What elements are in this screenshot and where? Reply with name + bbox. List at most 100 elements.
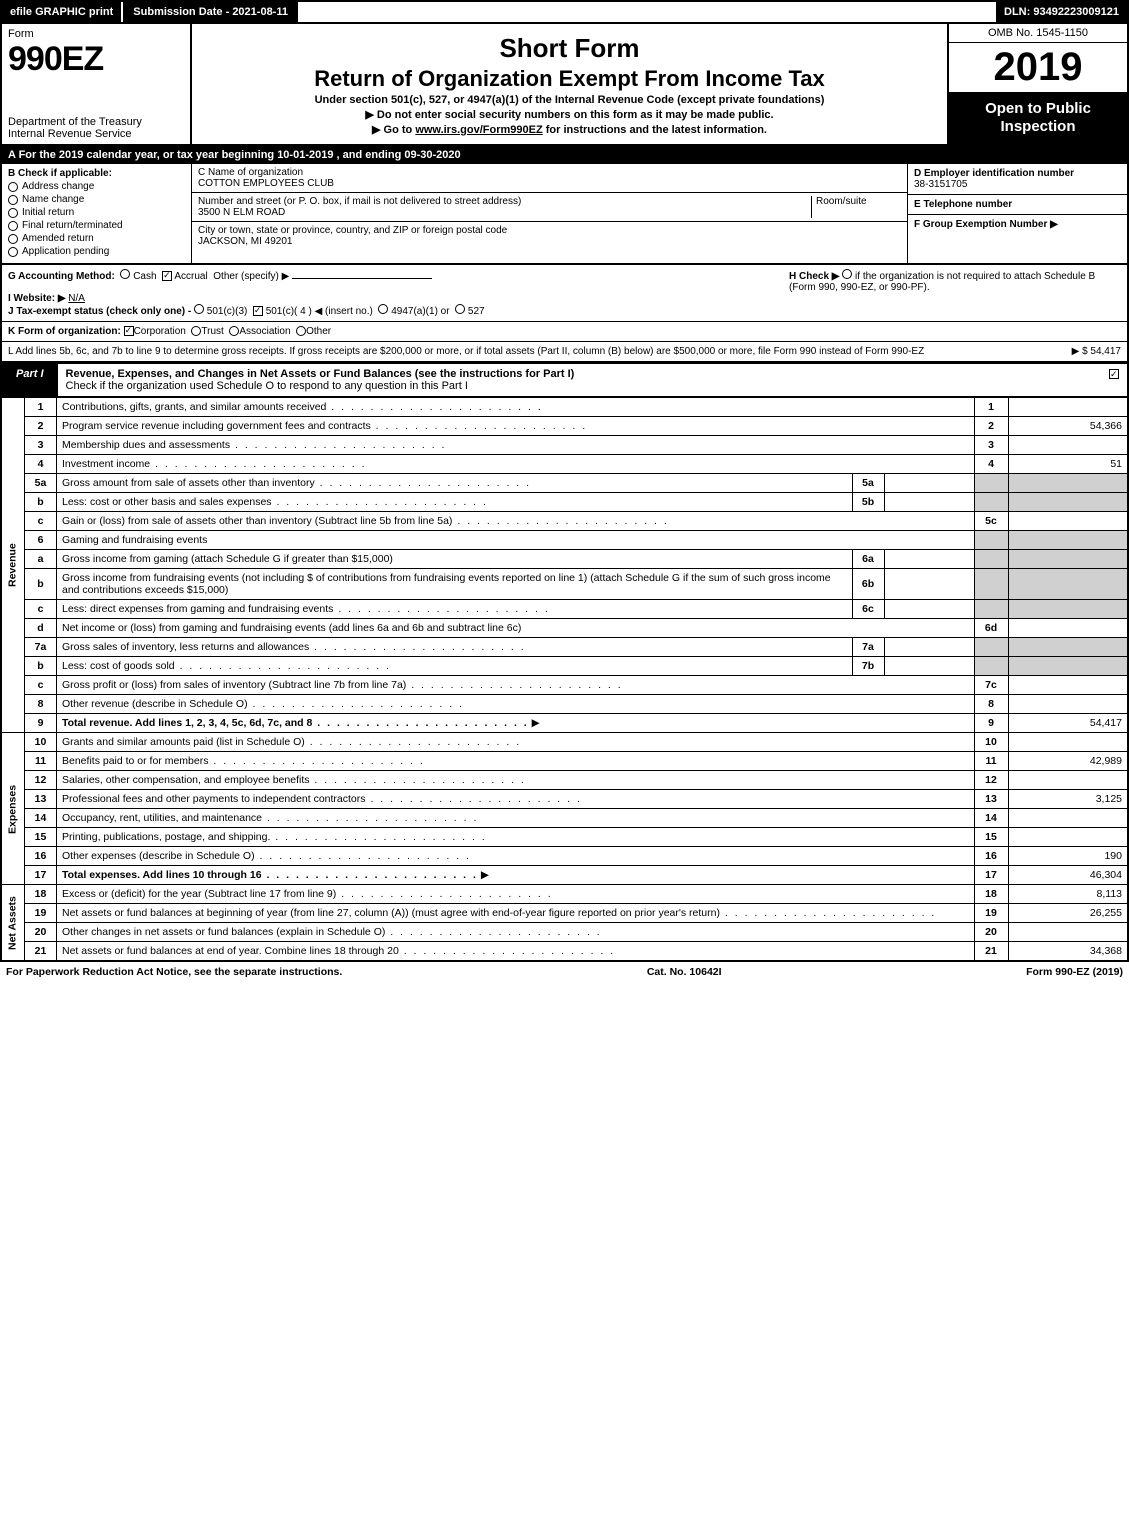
chk-501c3[interactable] bbox=[194, 304, 204, 314]
section-netassets: Net Assets bbox=[1, 885, 25, 961]
l14-desc: Occupancy, rent, utilities, and maintena… bbox=[62, 812, 478, 824]
l14-num: 14 bbox=[25, 809, 57, 828]
lbl-address-change: Address change bbox=[22, 181, 94, 192]
chk-name-change[interactable] bbox=[8, 195, 18, 205]
l1-val bbox=[1008, 398, 1128, 417]
l13-val: 3,125 bbox=[1008, 790, 1128, 809]
l19-lbl: 19 bbox=[974, 904, 1008, 923]
chk-address-change[interactable] bbox=[8, 182, 18, 192]
l3-num: 3 bbox=[25, 436, 57, 455]
footer-cat: Cat. No. 10642I bbox=[647, 966, 722, 978]
chk-501c[interactable] bbox=[253, 306, 263, 316]
chk-part1-schedule-o[interactable] bbox=[1109, 369, 1119, 379]
l18-num: 18 bbox=[25, 885, 57, 904]
l6d-lbl: 6d bbox=[974, 619, 1008, 638]
l21-num: 21 bbox=[25, 942, 57, 961]
part1-header: Part I Revenue, Expenses, and Changes in… bbox=[0, 362, 1129, 397]
l5c-num: c bbox=[25, 512, 57, 531]
l6b-shade bbox=[974, 569, 1008, 600]
l8-val bbox=[1008, 695, 1128, 714]
l6a-subval bbox=[884, 550, 974, 569]
l6c-shade2 bbox=[1008, 600, 1128, 619]
note-goto-pre: ▶ Go to bbox=[372, 124, 415, 136]
chk-527[interactable] bbox=[455, 304, 465, 314]
l7c-desc: Gross profit or (loss) from sales of inv… bbox=[62, 679, 623, 691]
l8-lbl: 8 bbox=[974, 695, 1008, 714]
website-value: N/A bbox=[68, 293, 85, 304]
city-label: City or town, state or province, country… bbox=[198, 225, 901, 236]
submission-date: Submission Date - 2021-08-11 bbox=[123, 2, 298, 22]
l16-desc: Other expenses (describe in Schedule O) bbox=[62, 850, 471, 862]
l17-num: 17 bbox=[25, 866, 57, 885]
l5a-sublbl: 5a bbox=[852, 474, 884, 493]
l7c-num: c bbox=[25, 676, 57, 695]
l2-num: 2 bbox=[25, 417, 57, 436]
l17-val: 46,304 bbox=[1008, 866, 1128, 885]
l6b-sublbl: 6b bbox=[852, 569, 884, 600]
row-a-taxyear: A For the 2019 calendar year, or tax yea… bbox=[0, 146, 1129, 164]
header-mid: Short Form Return of Organization Exempt… bbox=[192, 24, 947, 144]
l6b-shade2 bbox=[1008, 569, 1128, 600]
chk-other-org[interactable] bbox=[296, 326, 306, 336]
h-label: H Check ▶ bbox=[789, 271, 839, 282]
l13-desc: Professional fees and other payments to … bbox=[62, 793, 582, 805]
l4-num: 4 bbox=[25, 455, 57, 474]
info-grid: B Check if applicable: Address change Na… bbox=[0, 164, 1129, 265]
lbl-527: 527 bbox=[468, 306, 485, 317]
irs-link[interactable]: www.irs.gov/Form990EZ bbox=[415, 124, 542, 136]
box-c: C Name of organization COTTON EMPLOYEES … bbox=[192, 164, 907, 263]
l14-val bbox=[1008, 809, 1128, 828]
l6-desc: Gaming and fundraising events bbox=[57, 531, 975, 550]
l15-lbl: 15 bbox=[974, 828, 1008, 847]
l9-lbl: 9 bbox=[974, 714, 1008, 733]
org-name: COTTON EMPLOYEES CLUB bbox=[198, 178, 901, 189]
l-amount: ▶ $ 54,417 bbox=[1072, 346, 1121, 357]
l17-lbl: 17 bbox=[974, 866, 1008, 885]
part1-label: Part I bbox=[2, 364, 58, 396]
l20-lbl: 20 bbox=[974, 923, 1008, 942]
chk-application-pending[interactable] bbox=[8, 247, 18, 257]
efile-print-button[interactable]: efile GRAPHIC print bbox=[2, 2, 123, 22]
l2-val: 54,366 bbox=[1008, 417, 1128, 436]
l7c-lbl: 7c bbox=[974, 676, 1008, 695]
chk-h-schedule-b[interactable] bbox=[842, 269, 852, 279]
l5b-sublbl: 5b bbox=[852, 493, 884, 512]
chk-trust[interactable] bbox=[191, 326, 201, 336]
chk-initial-return[interactable] bbox=[8, 208, 18, 218]
chk-4947[interactable] bbox=[378, 304, 388, 314]
lbl-trust: Trust bbox=[201, 326, 223, 337]
l3-lbl: 3 bbox=[974, 436, 1008, 455]
l5a-desc: Gross amount from sale of assets other t… bbox=[62, 477, 531, 489]
l7b-shade2 bbox=[1008, 657, 1128, 676]
chk-final-return[interactable] bbox=[8, 221, 18, 231]
l6-num: 6 bbox=[25, 531, 57, 550]
i-website-label: I Website: ▶ bbox=[8, 293, 66, 304]
ein-value: 38-3151705 bbox=[914, 179, 1121, 190]
note-ssn: ▶ Do not enter social security numbers o… bbox=[200, 108, 939, 121]
chk-corp[interactable] bbox=[124, 326, 134, 336]
l7a-sublbl: 7a bbox=[852, 638, 884, 657]
l10-num: 10 bbox=[25, 733, 57, 752]
l6a-num: a bbox=[25, 550, 57, 569]
l6c-num: c bbox=[25, 600, 57, 619]
chk-accrual[interactable] bbox=[162, 271, 172, 281]
l6d-num: d bbox=[25, 619, 57, 638]
l9-arrow: ▶ bbox=[532, 717, 540, 729]
room-suite-label: Room/suite bbox=[811, 196, 901, 218]
box-b: B Check if applicable: Address change Na… bbox=[2, 164, 192, 263]
chk-cash[interactable] bbox=[120, 269, 130, 279]
lbl-initial-return: Initial return bbox=[22, 207, 74, 218]
open-public: Open to Public Inspection bbox=[949, 92, 1127, 144]
l7b-sublbl: 7b bbox=[852, 657, 884, 676]
other-specify-blank[interactable] bbox=[292, 278, 432, 279]
lbl-other-specify: Other (specify) ▶ bbox=[213, 271, 289, 282]
lbl-501c: 501(c)( 4 ) ◀ (insert no.) bbox=[266, 306, 373, 317]
l20-num: 20 bbox=[25, 923, 57, 942]
chk-assoc[interactable] bbox=[229, 326, 239, 336]
l6a-shade2 bbox=[1008, 550, 1128, 569]
chk-amended-return[interactable] bbox=[8, 234, 18, 244]
l4-val: 51 bbox=[1008, 455, 1128, 474]
l5c-desc: Gain or (loss) from sale of assets other… bbox=[62, 515, 669, 527]
info-right: D Employer identification number 38-3151… bbox=[907, 164, 1127, 263]
street: 3500 N ELM ROAD bbox=[198, 207, 811, 218]
